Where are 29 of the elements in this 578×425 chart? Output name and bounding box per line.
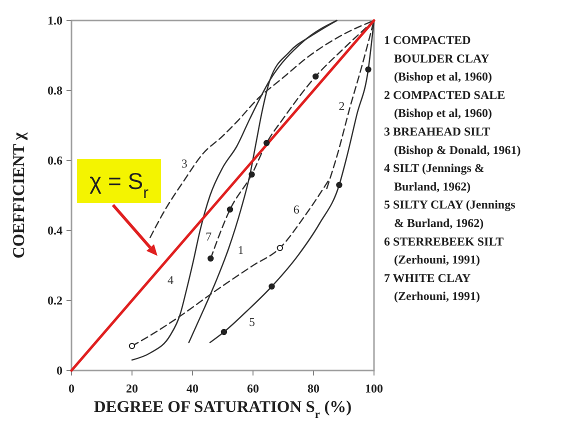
x-tick-label: 20 (126, 382, 138, 396)
series-label: 7 (206, 230, 212, 244)
series-label: 4 (167, 273, 174, 287)
y-tick-label: 0.8 (48, 84, 62, 98)
y-tick-label: 0.6 (48, 154, 62, 168)
y-tick-label: 0.2 (48, 294, 62, 308)
text: 1 COMPACTED BOULDER CLAY (Bishop et al, 1960) (384, 33, 492, 84)
series-label: 3 (181, 156, 188, 170)
text: 7 WHITE CLAY (Zerhouni, 1991) (384, 270, 480, 304)
series-label: 5 (248, 315, 255, 329)
x-tick-label: 100 (365, 382, 383, 396)
series-label: 1 (238, 243, 244, 257)
text: 4 SILT (Jennings & Burland, 1962) (384, 161, 484, 194)
x-tick-label: 40 (186, 382, 198, 396)
annotation: χ = S$_{r}$ (90, 168, 150, 202)
series-label: 6 (293, 202, 300, 216)
series-label: 2 (338, 99, 345, 113)
y-tick-label: 0.4 (48, 224, 62, 238)
y-tick-label: 1.0 (48, 14, 62, 28)
x-tick-label: 0 (68, 382, 74, 396)
text: 2 COMPACTED SALE (Bishop et al, 1960) (384, 88, 506, 120)
y-axis-title: COEFFICIENT χ (9, 132, 28, 259)
text: 6 STERREBEEK SILT (Zerhouni, 1991) (384, 234, 504, 267)
text: 5 SILTY CLAY (Jennings & Burland, 1962) (384, 198, 516, 230)
y-tick-label: 0 (56, 364, 62, 378)
x-tick-label: 80 (308, 382, 320, 396)
text: 3 BREAHEAD SILT (Bishop & Donald, 1961) (384, 124, 521, 157)
x-axis-title: DEGREE OF SATURATION S$_{r}$ (%) (94, 397, 352, 421)
x-tick-label: 60 (247, 382, 259, 396)
